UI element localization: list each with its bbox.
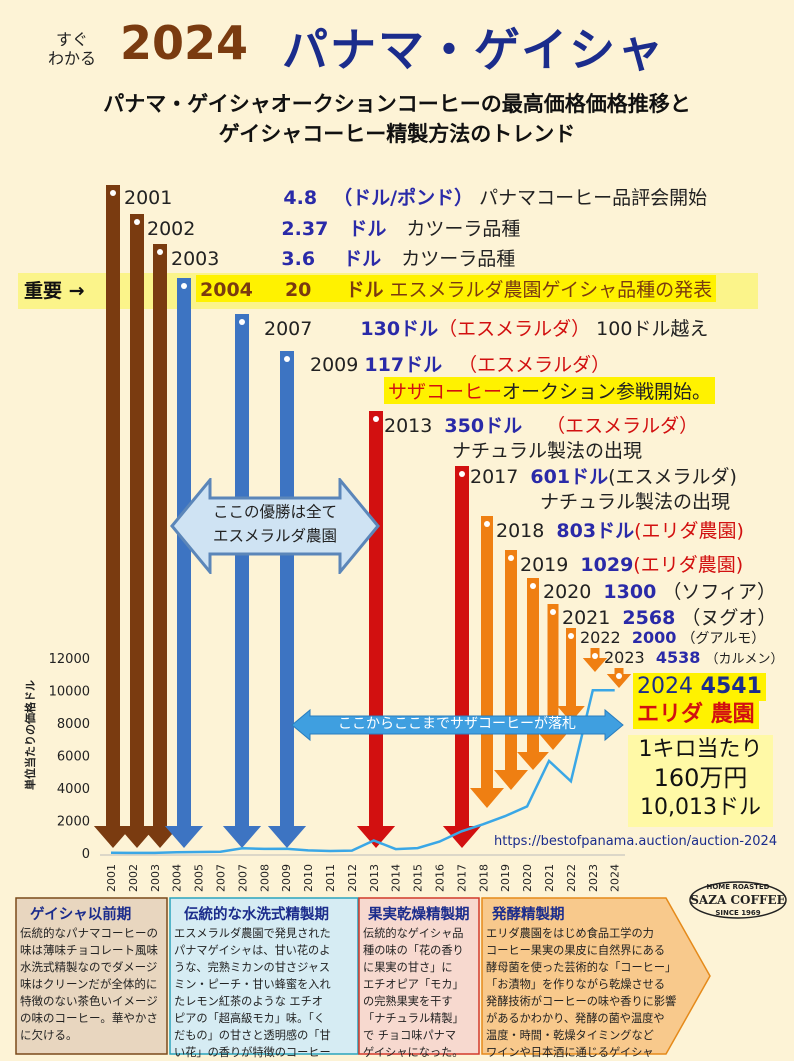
x-tick-label: 2007: [215, 864, 228, 892]
timeline-arrow-dot: [459, 471, 465, 477]
timeline-arrow-dot: [284, 356, 290, 362]
timeline-arrow-bar: [118, 214, 156, 848]
final-farm: エリダ 農園: [633, 701, 759, 729]
event-2013: 2013 350ドル （エスメラルダ）: [384, 411, 698, 438]
event-2020: 2020 1300 （ソフィア）: [543, 577, 776, 604]
period-title-fermented: 発酵精製期: [492, 903, 565, 924]
timeline-arrow-dot: [484, 521, 490, 527]
event-2018: 2018 803ドル(エリダ農園): [496, 516, 744, 543]
x-tick-label: 2009: [280, 864, 293, 892]
x-tick-label: 2001: [105, 864, 118, 892]
y-tick-label: 0: [82, 847, 90, 862]
x-tick-label: 2016: [434, 864, 447, 892]
timeline-arrow-bar: [470, 516, 504, 808]
y-tick-label: 6000: [57, 750, 90, 765]
period-title-natural: 果実乾燥精製期: [368, 903, 470, 924]
timeline-arrow-bar: [268, 351, 306, 848]
event-2022: 2022 2000 （グアルモ）: [580, 628, 765, 648]
x-tick-label: 2024: [609, 864, 622, 892]
x-tick-label: 2017: [455, 864, 468, 892]
event-2017: 2017 601ドル(エスメラルダ): [470, 462, 737, 489]
period-text-fermented: エリダ農園をはじめ食品工学の力コーヒー果実の果皮に自然界にある酵母菌を使った芸術…: [486, 925, 686, 1061]
x-tick-label: 2003: [149, 864, 162, 892]
event-2021: 2021 2568 （ヌグオ）: [562, 603, 776, 630]
timeline-arrow-dot: [134, 219, 140, 225]
x-tick-label: 2005: [193, 864, 206, 892]
x-tick-label: 2013: [368, 864, 381, 892]
timeline-arrow-dot: [530, 583, 536, 589]
x-tick-label: 2008: [258, 864, 271, 892]
timeline-arrow-dot: [592, 653, 598, 659]
x-tick-label: 2011: [324, 864, 337, 892]
period-title-pre-geisha: ゲイシャ以前期: [30, 903, 131, 924]
x-tick-label: 2004: [171, 864, 184, 892]
timeline-arrow-dot: [373, 416, 379, 422]
x-tick-label: 2007: [236, 864, 249, 892]
event-2001: 2001 4.8 （ドル/ポンド） パナマコーヒー品評会開始: [124, 183, 707, 210]
logo-top: HOME ROASTED: [688, 883, 788, 891]
event-2002: 2002 2.37 ドル カツーラ品種: [147, 214, 520, 241]
x-tick-label: 2021: [543, 864, 556, 892]
x-tick-label: 2015: [412, 864, 425, 892]
timeline-arrow-dot: [110, 190, 116, 196]
y-tick-label: 12000: [49, 652, 90, 667]
y-tick-label: 10000: [49, 685, 90, 700]
winner-box-text: ここの優勝は全て エスメラルダ農園: [212, 500, 338, 548]
timeline-arrow-dot: [157, 249, 163, 255]
timeline-arrow-bar: [357, 411, 395, 848]
final-2024: 2024 4541: [633, 673, 766, 701]
event-2023: 2023 4538 （カルメン）: [604, 648, 783, 667]
timeline-arrow-dot: [550, 609, 556, 615]
y-tick-label: 8000: [57, 717, 90, 732]
x-tick-label: 2018: [477, 864, 490, 892]
event-2019: 2019 1029(エリダ農園): [520, 550, 743, 577]
y-tick-label: 2000: [57, 815, 90, 830]
period-text-washed: エスメラルダ農園で発見されたパナマゲイシャは、甘い花のような、完熟ミカンの甘さジ…: [174, 925, 357, 1061]
period-title-washed: 伝統的な水洗式精製期: [184, 903, 329, 924]
timeline-arrow-bar: [94, 185, 132, 848]
timeline-arrow-dot: [508, 555, 514, 561]
x-tick-label: 2022: [565, 864, 578, 892]
x-tick-label: 2002: [127, 864, 140, 892]
period-text-pre-geisha: 伝統的なパナマコーヒーの味は薄味チョコレート風味水洗式精製なのでダメージ味はクリ…: [20, 925, 166, 1044]
x-tick-label: 2020: [521, 864, 534, 892]
event-2007: 2007 130ドル（エスメラルダ） 100ドル越え: [264, 314, 708, 341]
period-text-natural: 伝統的なゲイシャ品種の味の「花の香りに果実の甘さ」にエチオピア「モカ」の完熟果実…: [363, 925, 479, 1061]
saza-start-note: サザコーヒーオークション参戦開始。: [384, 377, 715, 404]
timeline-arrow-dot: [181, 283, 187, 289]
x-tick-label: 2019: [499, 864, 512, 892]
event-2009: 2009 117ドル （エスメラルダ）: [310, 350, 610, 377]
event-2017-note: ナチュラル製法の出現: [540, 487, 730, 514]
timeline-arrow-bar: [223, 314, 261, 848]
per-kilo-box: 1キロ当たり 160万円 10,013ドル: [628, 735, 773, 827]
event-2003: 2003 3.6 ドル カツーラ品種: [171, 244, 515, 271]
source-url[interactable]: https://bestofpanama.auction/auction-202…: [494, 834, 777, 849]
saza-range-text: ここからここまでサザコーヒーが落札: [312, 713, 602, 733]
event-2004: 2004 20 ドル エスメラルダ農園ゲイシャ品種の発表: [196, 275, 716, 302]
event-2013-note: ナチュラル製法の出現: [452, 436, 642, 463]
timeline-arrow-dot: [568, 633, 574, 639]
y-tick-label: 4000: [57, 782, 90, 797]
x-tick-label: 2012: [346, 864, 359, 892]
timeline-arrow-dot: [616, 673, 622, 679]
x-tick-label: 2010: [302, 864, 315, 892]
timeline-arrow-dot: [239, 319, 245, 325]
x-tick-label: 2023: [587, 864, 600, 892]
y-axis-label: 単位当たりの価格ドル: [23, 680, 37, 790]
x-tick-label: 2014: [390, 864, 403, 892]
